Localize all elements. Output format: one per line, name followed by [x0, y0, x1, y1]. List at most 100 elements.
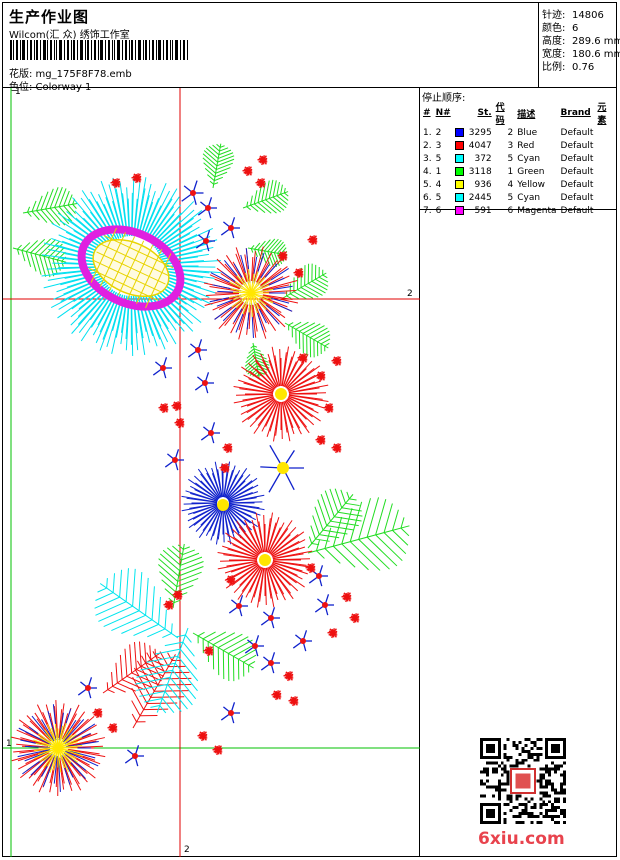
col-needle: N#	[435, 108, 451, 118]
leaf	[158, 543, 204, 609]
stat-colors: 颜色: 6	[542, 23, 579, 34]
red-dot	[174, 418, 185, 429]
color-swatch	[454, 153, 464, 163]
row-code: 2	[507, 127, 514, 138]
design-canvas[interactable]: 1 2 2 1	[3, 87, 420, 857]
red-dot	[222, 443, 233, 454]
row-description: Cyan	[517, 153, 541, 164]
red-dot	[315, 371, 326, 382]
red-dot	[341, 592, 352, 603]
leaf	[135, 627, 199, 714]
red-dot	[271, 690, 282, 701]
row-code: 3	[507, 140, 514, 151]
row-code: 5	[507, 192, 514, 203]
red-dot	[171, 401, 182, 412]
red-dot	[110, 178, 121, 189]
red-dot	[331, 356, 342, 367]
row-brand: Default	[560, 205, 594, 216]
col-code: 代码	[495, 103, 505, 126]
red-flower	[233, 346, 329, 442]
barcode	[10, 40, 188, 60]
row-needle: 2	[435, 127, 442, 138]
qr-code	[480, 738, 566, 824]
red-dot	[327, 628, 338, 639]
leaf	[284, 321, 331, 358]
yellow-center	[228, 269, 274, 317]
leaf	[307, 488, 363, 549]
red-dot	[331, 443, 342, 454]
watermark-logo: 6xiu.com	[478, 829, 565, 849]
red-dot	[293, 268, 304, 279]
table-row: 6. 5 2445 5 Cyan Default	[421, 191, 617, 204]
company-name: Wilcom(汇 众) 绣饰工作室	[9, 30, 130, 41]
red-dot	[323, 403, 334, 414]
row-needle: 4	[435, 179, 442, 190]
row-element	[595, 178, 617, 191]
stat-height: 高度: 289.6 mm	[542, 36, 620, 47]
yellow-center	[33, 723, 83, 773]
row-needle: 5	[435, 192, 442, 203]
row-brand: Default	[560, 140, 594, 151]
row-index: 7.	[423, 205, 432, 216]
row-element	[595, 165, 617, 178]
red-dot	[225, 575, 236, 586]
red-dot	[255, 178, 266, 189]
blue-flower	[181, 461, 265, 545]
embroidery-design	[3, 88, 420, 857]
row-description: Blue	[517, 127, 538, 138]
red-dot	[163, 600, 174, 611]
row-code: 4	[507, 179, 514, 190]
red-dot	[305, 563, 316, 574]
row-stitches: 4047	[453, 139, 494, 152]
red-dot	[288, 696, 299, 707]
row-brand: Default	[560, 179, 594, 190]
axis-label-top: 1	[15, 87, 21, 97]
stop-sequence-title: 停止顺序:	[422, 93, 466, 104]
row-index: 2.	[423, 140, 432, 151]
row-stitches: 591	[453, 204, 494, 217]
row-brand: Default	[560, 127, 594, 138]
stat-scale: 比例: 0.76	[542, 62, 595, 73]
row-stitches: 3295	[453, 126, 494, 139]
row-needle: 6	[435, 205, 442, 216]
red-dot	[212, 745, 223, 756]
stitch-count: 2445	[468, 192, 492, 203]
row-element	[595, 204, 617, 217]
row-description: Yellow	[517, 179, 545, 190]
axis-label-left: 1	[6, 739, 12, 749]
red-dot	[257, 155, 268, 166]
row-element	[595, 152, 617, 165]
stop-sequence-panel: 停止顺序: # N# St. 代码 描述 Brand 元素 1. 2 3295 2 Bl…	[420, 88, 617, 216]
row-code: 6	[507, 205, 514, 216]
color-swatch	[454, 179, 464, 189]
color-swatch	[454, 127, 464, 137]
stitch-count: 4047	[468, 140, 492, 151]
row-index: 3.	[423, 153, 432, 164]
axis-label-right: 2	[407, 289, 413, 299]
table-row: 1. 2 3295 2 Blue Default	[421, 126, 617, 139]
stitch-count: 3118	[468, 166, 492, 177]
stats-panel: 针迹: 14806 颜色: 6 高度: 289.6 mm 宽度: 180.6 mm 比例…	[539, 3, 620, 88]
col-index: #	[423, 108, 431, 118]
row-brand: Default	[560, 166, 594, 177]
red-dot	[131, 173, 142, 184]
header-panel: 生产作业图 Wilcom(汇 众) 绣饰工作室 花版: mg_175F8F78.…	[3, 3, 539, 93]
row-element	[595, 191, 617, 204]
blue-rays	[17, 704, 99, 792]
stat-width: 宽度: 180.6 mm	[542, 49, 620, 60]
row-stitches: 3118	[453, 165, 494, 178]
red-dot	[277, 251, 288, 262]
stop-sequence-table: # N# St. 代码 描述 Brand 元素 1. 2 3295 2 Blue Defa…	[421, 100, 617, 217]
red-dot	[197, 731, 208, 742]
row-stitches: 936	[453, 178, 494, 191]
row-stitches: 372	[453, 152, 494, 165]
table-row: 7. 6 591 6 Magenta Default	[421, 204, 617, 217]
leaf	[94, 568, 179, 639]
row-index: 6.	[423, 192, 432, 203]
row-index: 5.	[423, 179, 432, 190]
color-swatch	[454, 205, 464, 215]
stitch-count: 936	[474, 179, 492, 190]
row-description: Red	[517, 140, 535, 151]
row-element	[595, 139, 617, 152]
